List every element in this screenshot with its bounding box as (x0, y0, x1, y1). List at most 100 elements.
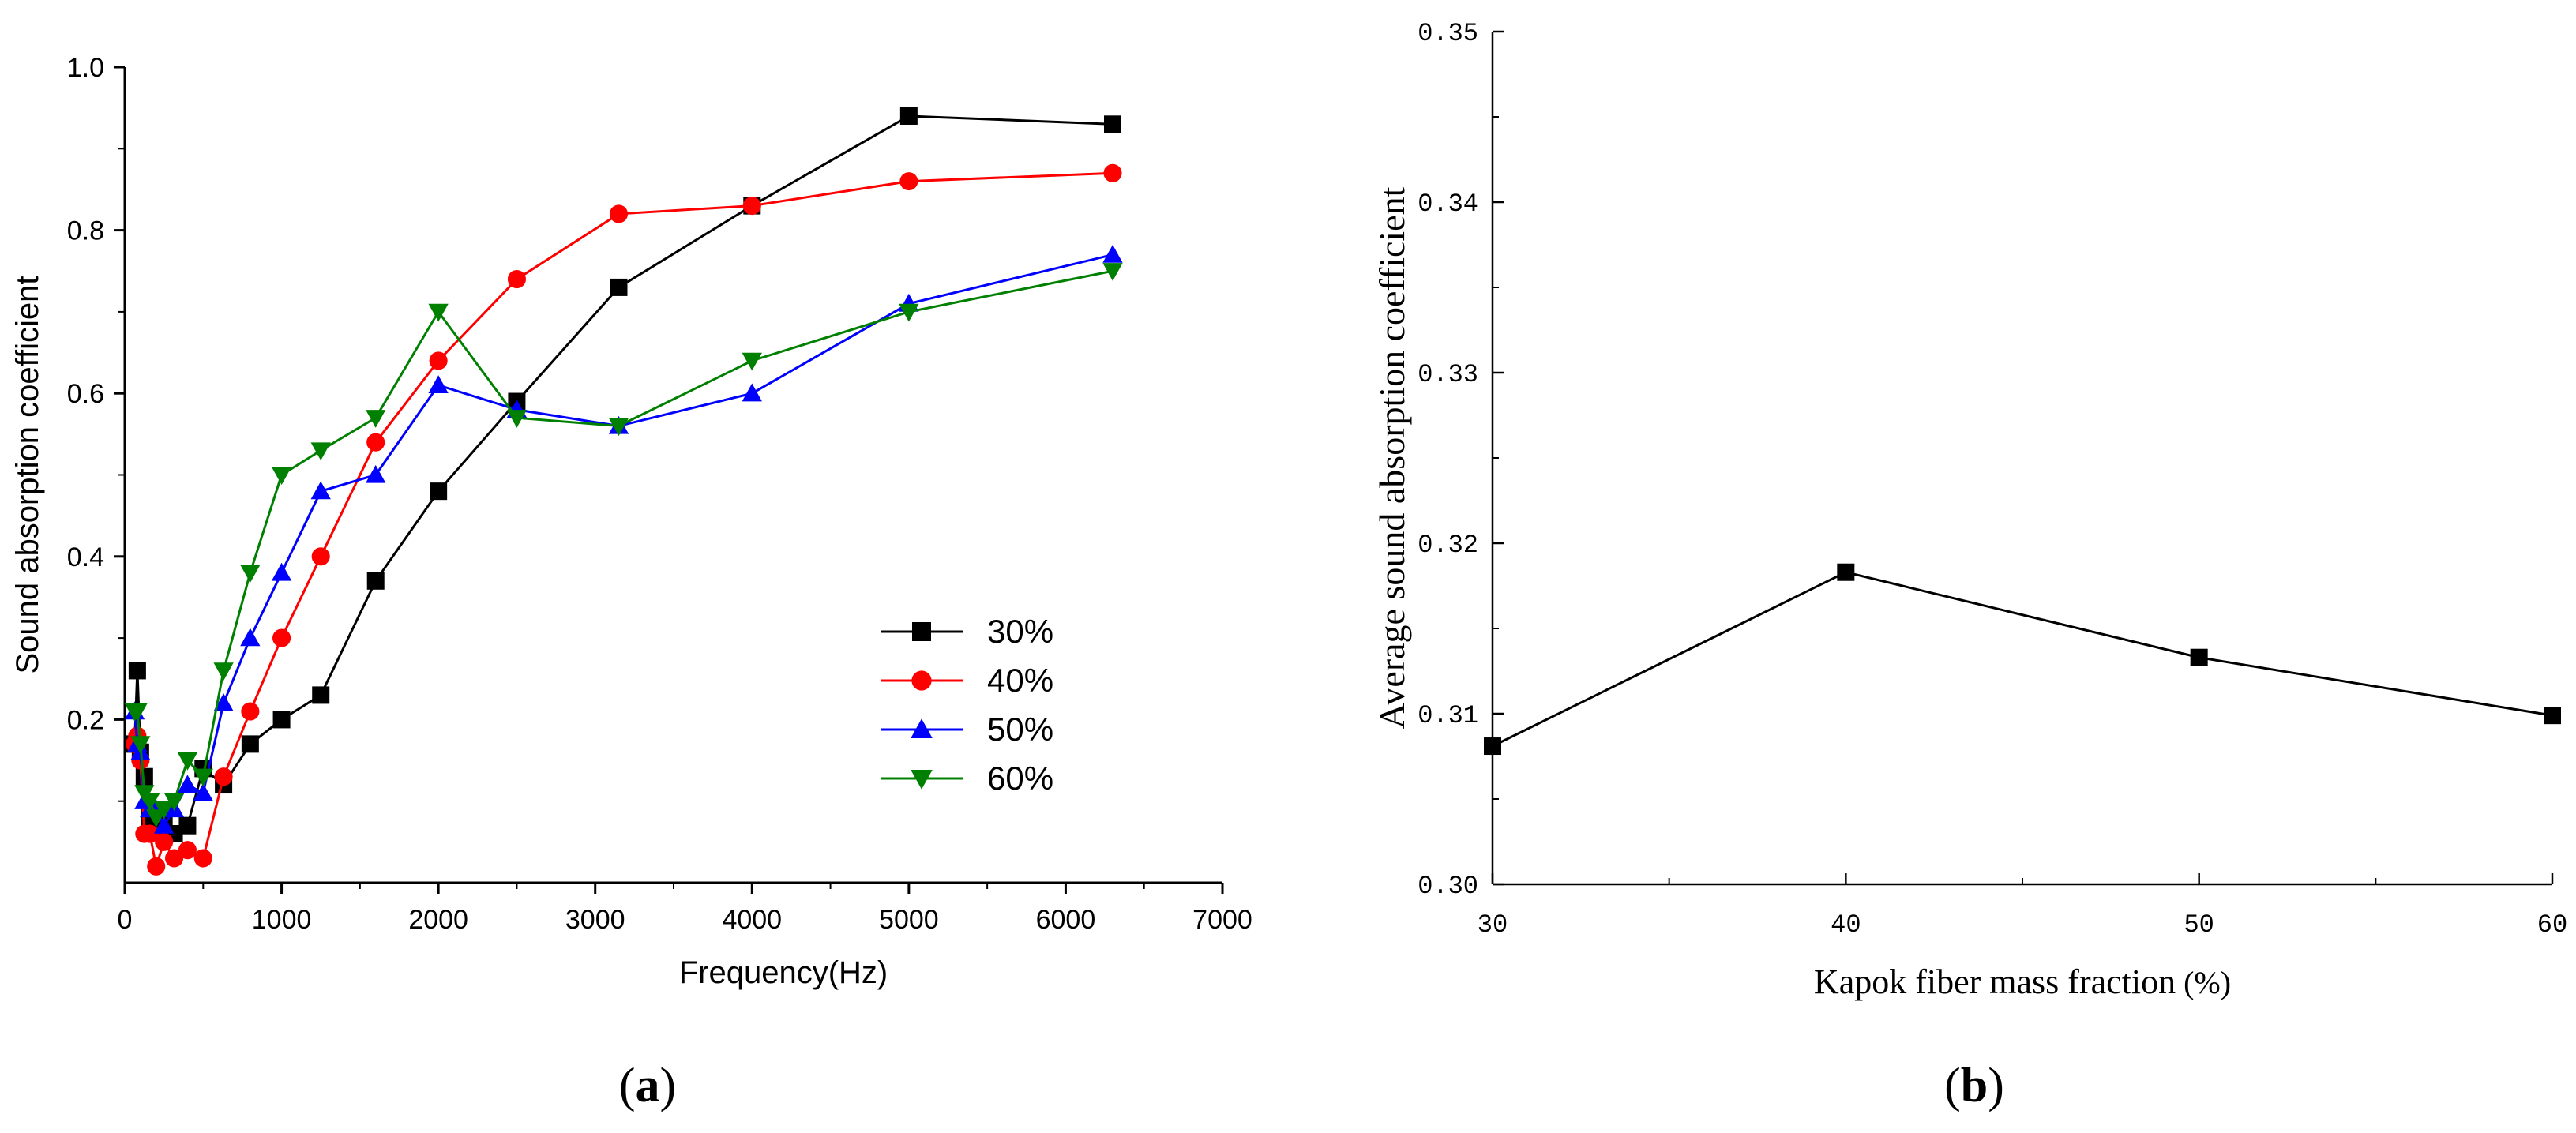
panel-b-label: b (1961, 1059, 1988, 1112)
panel-b-x-axis-label: Kapok fiber mass fraction (%) (1814, 962, 2231, 1001)
panel-b-caption: (b) (1944, 1059, 2004, 1112)
panel-a-data-point (610, 278, 628, 296)
panel-a-x-tick-label: 2000 (408, 905, 468, 935)
panel-b-y-tick-label: 0.32 (1418, 531, 1478, 560)
panel-a-legend-marker (911, 718, 933, 739)
panel-a-data-point (899, 107, 918, 125)
panel-b-y-tick-label: 0.31 (1418, 701, 1478, 730)
panel-a-data-point (271, 467, 292, 486)
panel-a-y-axis-label: Sound absorption coefficient (10, 276, 45, 673)
panel-a-data-point (506, 410, 528, 428)
panel-a-series-50-percent (124, 244, 1123, 834)
panel-a-data-point (428, 303, 449, 322)
panel-b-x-tick-label: 40 (1831, 910, 1861, 940)
panel-a-data-point (1103, 163, 1122, 182)
panel-a-x-tick-label: 5000 (879, 905, 939, 935)
panel-a-x-tick-label: 6000 (1036, 905, 1096, 935)
panel-b-data-point (2190, 648, 2208, 666)
panel-a-data-point (366, 464, 386, 483)
panel-a-data-point (153, 816, 175, 834)
panel-a-data-point (899, 303, 919, 322)
panel-b-y-tick-label: 0.30 (1418, 872, 1478, 901)
panel-a-data-point (178, 816, 197, 835)
panel-a-data-point (165, 849, 184, 868)
panel-a-data-point (193, 849, 212, 868)
panel-a-data-point (312, 686, 330, 704)
panel-b-chart: 30 40 50 60 0.30 0.31 0.32 0.33 0.34 0.35 Kapok fi… (1372, 19, 2567, 1001)
panel-a-data-point (1102, 263, 1123, 281)
panel-a-data-point (742, 197, 761, 216)
panel-a-y-tick-label: 0.6 (67, 379, 104, 409)
panel-a-y-tick-label: 1.0 (67, 53, 104, 83)
panel-a-data-point (272, 628, 291, 647)
panel-a-label: a (636, 1059, 660, 1112)
panel-a-legend: 30% 40% 50% 60% (881, 613, 1053, 797)
panel-a-data-point (153, 801, 175, 820)
panel-b-y-axis-label: Average sound absorption coefficient (1372, 186, 1412, 729)
panel-a-data-point (366, 433, 385, 452)
panel-a-x-tick-label: 7000 (1192, 905, 1252, 935)
panel-a-x-axis-label: Frequency(Hz) (679, 955, 888, 990)
panel-a-data-point (177, 775, 198, 793)
panel-b-y-tick-label: 0.33 (1418, 360, 1478, 389)
panel-a-series-40-percent (125, 163, 1122, 876)
panel-a-legend-label: 60% (987, 760, 1053, 797)
panel-b-data-point (1837, 563, 1855, 581)
panel-a-legend-label: 30% (987, 613, 1053, 650)
panel-b-x-tick-label: 50 (2184, 910, 2214, 940)
panel-a-data-point (429, 351, 448, 370)
panel-a-data-point (310, 442, 331, 461)
panel-a-x-tick-label: 3000 (565, 905, 625, 935)
panel-a-data-point (193, 782, 213, 801)
panel-a-legend-marker (912, 622, 931, 641)
panel-a-series-line (134, 269, 1113, 820)
panel-b-series (1484, 563, 2561, 756)
panel-a-data-point (742, 352, 762, 371)
panel-a-data-point (366, 410, 386, 428)
panel-a-data-point (213, 662, 234, 681)
panel-a-data-point (609, 204, 629, 223)
panel-a-x-tick-label: 1000 (252, 905, 312, 935)
panel-a-data-point (366, 572, 385, 590)
panel-a-caption: (a) (619, 1059, 676, 1112)
panel-a-x-tick-label: 4000 (722, 905, 782, 935)
panel-b-series-line (1492, 571, 2553, 748)
panel-a-y-tick-label: 0.8 (67, 216, 104, 246)
panel-a-data-point (899, 172, 918, 191)
panel-a-data-point (310, 481, 331, 500)
panel-a-data-point (130, 736, 151, 755)
panel-a-data-point (141, 824, 160, 843)
panel-a-data-point (428, 375, 449, 393)
panel-a-data-point (127, 703, 148, 722)
panel-a-data-point (742, 383, 762, 402)
panel-a-legend-marker (911, 769, 933, 790)
panel-a-data-point (155, 832, 174, 851)
panel-a-data-point (1104, 115, 1121, 133)
panel-a-series-60-percent (124, 263, 1123, 828)
panel-a-data-point (177, 752, 198, 771)
panel-b-x-tick-label: 30 (1478, 910, 1508, 940)
panel-b-y-tick-label: 0.34 (1418, 189, 1478, 219)
panel-b-y-tick-label: 0.35 (1418, 19, 1478, 48)
panel-a-data-point (430, 482, 448, 501)
panel-a-data-point (241, 735, 259, 753)
panel-a-data-point (240, 628, 261, 647)
panel-a-x-tick-label: 0 (118, 905, 133, 935)
panel-a-data-point (214, 767, 233, 786)
panel-a-data-point (213, 693, 234, 711)
panel-a-y-tick-label: 0.2 (67, 705, 104, 735)
panel-a-data-point (193, 768, 213, 787)
panel-a-data-point (240, 565, 261, 583)
panel-a-series-line (133, 171, 1113, 867)
panel-a-data-point (241, 702, 260, 721)
panel-a-data-point (311, 547, 330, 566)
panel-a-data-point (507, 270, 526, 289)
panel-a-data-point (1102, 244, 1123, 263)
panel-a-legend-label: 50% (987, 711, 1053, 748)
panel-a-data-point (271, 562, 292, 581)
panel-b-data-point (1484, 737, 1501, 756)
panel-b-x-tick-label: 60 (2537, 910, 2567, 940)
panel-a-data-point (128, 662, 146, 680)
panel-a-chart: 0 1000 2000 3000 4000 5000 6000 7000 0.2 0.4 0.6 0.… (10, 53, 1252, 990)
